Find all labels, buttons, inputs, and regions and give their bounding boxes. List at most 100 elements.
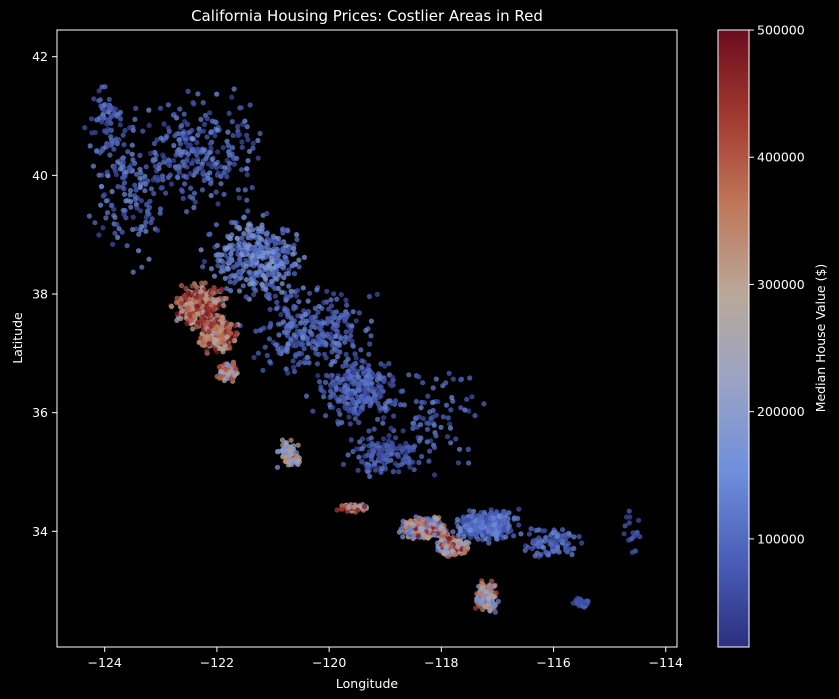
data-point [327,402,333,408]
data-point [257,264,263,270]
data-point [365,469,371,475]
data-point [209,296,216,302]
data-point [229,94,235,100]
data-point [154,137,160,143]
data-point [244,226,250,232]
data-point [455,533,461,539]
data-point [164,133,170,139]
data-point [251,354,257,361]
data-point [489,578,495,584]
data-point [444,434,451,440]
data-point [547,533,554,539]
data-point [150,157,156,163]
data-point [331,291,337,297]
data-point [239,144,245,150]
data-point [291,364,297,370]
data-point [396,469,402,475]
data-point [323,355,329,361]
data-point [425,393,431,399]
data-point [181,293,187,299]
data-point [510,533,517,539]
plot-frame [56,29,678,648]
data-point [188,185,194,191]
data-point [304,354,310,360]
data-point [283,450,289,456]
data-point [472,413,478,419]
data-point [178,283,185,289]
data-point [306,360,312,366]
data-point [231,264,237,270]
data-point [345,401,351,407]
data-point [165,102,171,108]
data-point [283,297,289,303]
data-point [343,310,349,317]
data-point [231,161,237,167]
data-point [155,227,161,233]
data-point [375,447,382,453]
data-point [501,516,507,522]
data-point [165,161,172,167]
data-point [381,415,387,421]
data-point [353,355,359,361]
data-point [183,139,189,145]
data-point [88,116,95,122]
data-point [526,531,533,537]
data-point [280,230,286,236]
data-point [132,182,138,188]
data-point [225,142,231,149]
data-point [355,399,362,405]
data-point [622,523,628,529]
data-point [244,166,250,172]
data-point [270,283,276,289]
data-point [300,335,306,341]
data-point [406,372,412,378]
data-point [163,190,169,196]
data-point [195,146,201,152]
data-point [194,303,200,309]
data-point [368,384,375,390]
data-point [290,358,296,364]
data-point [410,459,416,465]
data-point [376,404,383,410]
data-point [215,341,221,347]
data-point [206,231,212,238]
data-point [445,415,451,421]
data-point [223,366,229,372]
data-point [198,164,205,170]
data-point [167,172,173,178]
data-point [238,274,244,281]
data-point [416,414,422,420]
data-point [554,534,560,540]
data-point [276,271,282,277]
data-point [182,181,188,187]
data-point [205,312,211,318]
data-point [261,272,267,279]
data-point [224,334,230,340]
y-tick-label: 36 [32,405,48,420]
data-point [363,398,369,404]
data-point [430,414,436,420]
data-point [434,516,440,522]
data-point [353,318,359,324]
colorbar-tick-label: 500000 [757,23,805,38]
data-point [456,446,463,452]
data-point [294,236,300,243]
data-point [281,248,287,254]
data-point [215,149,221,155]
data-point [270,233,276,239]
data-point [350,309,356,315]
data-point [186,306,192,312]
data-point [342,339,348,345]
data-point [259,253,266,259]
data-point [462,545,468,552]
data-point [419,453,425,460]
data-point [333,387,339,393]
data-point [518,531,524,537]
data-point [227,274,233,280]
x-tick-label: −114 [649,655,683,670]
data-point [440,383,446,389]
data-point [101,192,108,198]
data-point [323,372,330,379]
data-point [183,158,190,164]
